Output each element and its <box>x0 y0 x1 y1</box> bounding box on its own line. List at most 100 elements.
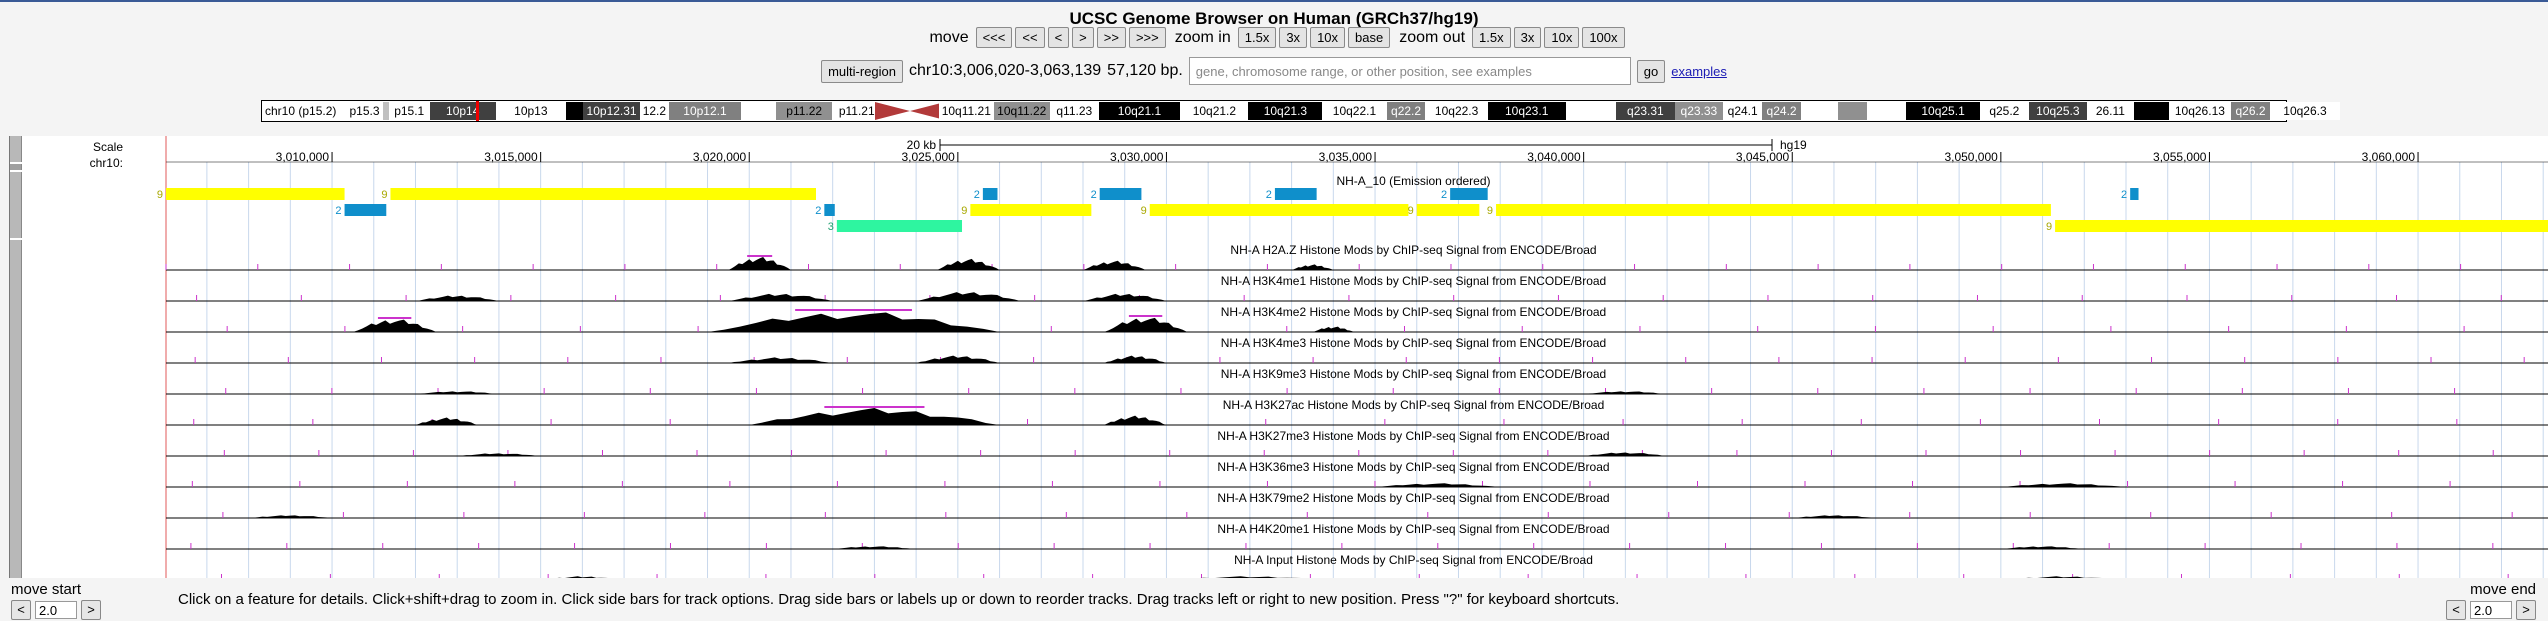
chromhmm-segment[interactable] <box>824 204 835 216</box>
signal-peak[interactable] <box>936 258 1000 270</box>
ideogram-band[interactable] <box>2133 102 2169 120</box>
move-left-more-button[interactable]: << <box>1015 27 1045 48</box>
chromhmm-segment[interactable] <box>1099 188 1142 200</box>
ideogram-band[interactable]: 10q22.1 <box>1322 102 1387 120</box>
histone-tracks-side-bar[interactable] <box>10 240 22 578</box>
ideogram-band[interactable]: 10p13 <box>495 102 566 120</box>
signal-peak[interactable] <box>916 355 1000 363</box>
ideogram-band[interactable]: q23.31 <box>1616 102 1675 120</box>
move-end-left-button[interactable]: < <box>2446 600 2466 620</box>
ruler-side-bar[interactable] <box>10 136 22 162</box>
zoom-in-3x-button[interactable]: 3x <box>1279 27 1308 48</box>
ideogram-band[interactable]: 10p12.1 <box>668 102 741 120</box>
signal-peak[interactable] <box>1103 355 1167 363</box>
ideogram-band[interactable]: q24.2 <box>1762 102 1802 120</box>
ideogram-band[interactable] <box>1801 102 1838 120</box>
move-right-far-button[interactable]: >>> <box>1128 27 1166 48</box>
search-input[interactable] <box>1188 57 1631 85</box>
signal-peak[interactable] <box>457 453 541 456</box>
ideogram-band[interactable]: 10q11.22 <box>993 102 1050 120</box>
ideogram-bands[interactable]: p15.3 p15.1 10p14 10p13 10p12.31 12.2 10p12.1 p… <box>346 101 2340 121</box>
zoom-in-base-button[interactable]: base <box>1348 27 1391 48</box>
signal-peak[interactable] <box>2000 546 2085 549</box>
signal-peak[interactable] <box>1312 326 1355 332</box>
zoom-out-10x-button[interactable]: 10x <box>1544 27 1580 48</box>
signal-peak[interactable] <box>415 391 499 394</box>
signal-peak[interactable] <box>541 576 624 578</box>
signal-peak[interactable] <box>2000 483 2127 487</box>
ideogram-band[interactable]: q25.2 <box>1980 102 2029 120</box>
chromhmm-segment[interactable] <box>1274 188 1317 200</box>
signal-peak[interactable] <box>1583 452 1668 456</box>
ideogram-band[interactable]: q23.33 <box>1674 102 1724 120</box>
ideogram-band[interactable]: 10q23.1 <box>1487 102 1566 120</box>
move-left-button[interactable]: < <box>1047 27 1070 48</box>
signal-peak[interactable] <box>2001 576 2126 578</box>
signal-peak[interactable] <box>1083 293 1167 301</box>
ideogram-band[interactable]: q22.2 <box>1386 102 1426 120</box>
signal-peak[interactable] <box>352 319 437 332</box>
chromhmm-segment[interactable] <box>1450 188 1488 200</box>
chromhmm-segment[interactable] <box>166 188 345 200</box>
move-start-left-button[interactable]: < <box>11 600 31 620</box>
ideogram-band[interactable]: 10q22.3 <box>1425 102 1488 120</box>
ideogram-band[interactable]: p11.22 <box>776 102 833 120</box>
signal-peak[interactable] <box>1103 415 1167 425</box>
chromhmm-segment[interactable] <box>2055 220 2548 232</box>
ideogram-band[interactable]: 10p12.31 <box>583 102 640 120</box>
ideogram-band[interactable] <box>740 102 776 120</box>
signal-peak[interactable] <box>1166 576 1333 578</box>
signal-peak[interactable] <box>248 515 333 518</box>
move-right-button[interactable]: > <box>1072 27 1094 48</box>
signal-peak[interactable] <box>728 357 833 363</box>
move-right-more-button[interactable]: >> <box>1096 27 1126 48</box>
move-end-right-button[interactable]: > <box>2516 600 2536 620</box>
signal-peak[interactable] <box>1375 483 1501 487</box>
signal-peak[interactable] <box>415 417 479 425</box>
move-left-far-button[interactable]: <<< <box>975 27 1013 48</box>
chromhmm-segment[interactable] <box>1149 204 1409 216</box>
signal-peak[interactable] <box>728 293 833 301</box>
chromhmm-segment[interactable] <box>1496 204 2051 216</box>
signal-peak[interactable] <box>728 257 791 270</box>
ideogram-band[interactable]: q11.23 <box>1049 102 1099 120</box>
ideogram-band[interactable]: 26.11 <box>2087 102 2134 120</box>
ideogram-band[interactable]: 10q21.1 <box>1098 102 1181 120</box>
ideogram-band[interactable]: 10q21.2 <box>1180 102 1249 120</box>
signal-peak[interactable] <box>1792 515 1876 518</box>
chromhmm-segment[interactable] <box>836 220 963 232</box>
signal-peak[interactable] <box>1103 317 1188 332</box>
ideogram-band[interactable]: q26.2 <box>2231 102 2270 120</box>
ideogram-band[interactable]: p15.3 <box>346 102 383 120</box>
zoom-out-3x-button[interactable]: 3x <box>1513 27 1542 48</box>
signal-peak[interactable] <box>1583 391 1668 394</box>
ideogram-band[interactable] <box>565 102 584 120</box>
signal-peak[interactable] <box>1291 264 1334 270</box>
chromosome-ideogram[interactable]: chr10 (p15.2) p15.3 p15.1 10p14 10p13 10p12.… <box>261 100 2340 122</box>
chromhmm-side-bar[interactable] <box>10 172 22 238</box>
ideogram-band[interactable] <box>1867 102 1907 120</box>
examples-link[interactable]: examples <box>1671 63 1727 79</box>
zoom-in-10x-button[interactable]: 10x <box>1310 27 1346 48</box>
track-image-panel[interactable]: 20 kb hg19 3,010,000 3,015,000 3,020,000 3,02… <box>9 136 2548 578</box>
move-end-input[interactable] <box>2470 601 2512 619</box>
ideogram-band[interactable]: p11.21 <box>832 102 882 120</box>
move-start-right-button[interactable]: > <box>81 600 101 620</box>
chromhmm-segment[interactable] <box>1416 204 1480 216</box>
multi-region-button[interactable]: multi-region <box>821 59 904 83</box>
ideogram-band[interactable]: 10q11.21 <box>939 102 994 120</box>
ideogram-band[interactable] <box>1838 102 1868 120</box>
signal-peak[interactable] <box>916 292 1021 301</box>
ideogram-band[interactable]: 10q25.1 <box>1906 102 1981 120</box>
chromhmm-segment[interactable] <box>390 188 816 200</box>
track-canvas[interactable]: 20 kb hg19 3,010,000 3,015,000 3,020,000 3,02… <box>10 136 2548 578</box>
move-start-input[interactable] <box>35 601 77 619</box>
go-button[interactable]: go <box>1636 59 1666 83</box>
signal-peak[interactable] <box>1083 260 1146 270</box>
signal-peak[interactable] <box>749 408 1000 425</box>
chromhmm-segment[interactable] <box>344 204 387 216</box>
ideogram-band[interactable]: 10p14 <box>429 102 496 120</box>
ideogram-band[interactable]: 12.2 <box>639 102 669 120</box>
chromhmm-segment[interactable] <box>982 188 998 200</box>
ideogram-band[interactable]: 10q25.3 <box>2028 102 2088 120</box>
